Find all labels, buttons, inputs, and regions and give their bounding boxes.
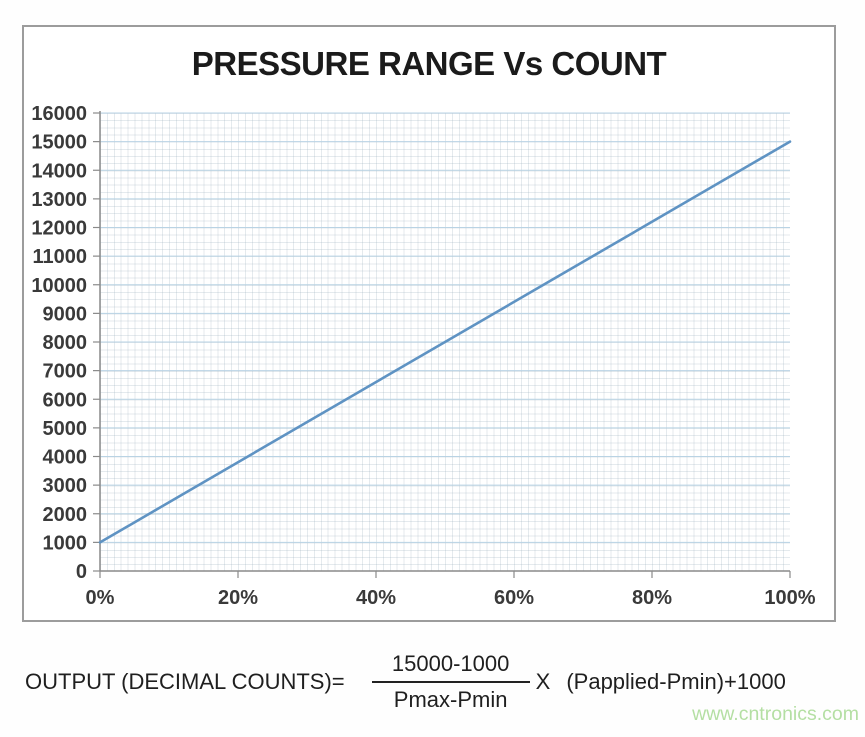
svg-text:11000: 11000: [32, 246, 87, 268]
formula-lhs: OUTPUT (DECIMAL COUNTS)=: [25, 669, 345, 694]
watermark: www.cntronics.com: [692, 703, 859, 725]
svg-text:14000: 14000: [31, 160, 87, 182]
svg-text:1000: 1000: [43, 532, 88, 554]
svg-text:15000: 15000: [31, 132, 87, 154]
formula-multiply-sign: X: [535, 669, 551, 694]
chart-title: PRESSURE RANGE Vs COUNT: [191, 45, 667, 82]
svg-text:12000: 12000: [31, 218, 87, 240]
svg-text:2000: 2000: [43, 504, 88, 526]
fraction-bar: [371, 681, 530, 683]
svg-text:100%: 100%: [764, 587, 815, 609]
svg-text:60%: 60%: [494, 587, 534, 609]
svg-text:8000: 8000: [43, 332, 88, 354]
svg-text:20%: 20%: [218, 587, 258, 609]
svg-text:4000: 4000: [43, 447, 88, 469]
plot-svg: 0 1000 2000 3000 4000 5000 6000 7000 8000 9000 100…: [31, 103, 815, 609]
svg-text:0: 0: [76, 561, 87, 583]
formula: OUTPUT (DECIMAL COUNTS)= 15000-1000 Pmax…: [25, 640, 855, 724]
svg-text:3000: 3000: [43, 475, 88, 497]
svg-text:40%: 40%: [356, 587, 396, 609]
svg-text:9000: 9000: [43, 303, 88, 325]
svg-text:5000: 5000: [43, 418, 88, 440]
chart-frame: PRESSURE RANGE Vs COUNT 0 1000 2000 3000 400…: [22, 25, 836, 622]
formula-numerator: 15000-1000: [391, 651, 510, 676]
svg-text:13000: 13000: [31, 189, 87, 211]
svg-text:80%: 80%: [632, 587, 672, 609]
svg-text:6000: 6000: [43, 389, 88, 411]
svg-text:16000: 16000: [31, 103, 87, 125]
svg-text:10000: 10000: [31, 275, 87, 297]
formula-rhs: (Papplied-Pmin)+1000: [566, 669, 786, 694]
formula-fraction: 15000-1000 Pmax-Pmin: [371, 651, 530, 713]
formula-denominator: Pmax-Pmin: [393, 687, 508, 712]
svg-text:7000: 7000: [43, 361, 88, 383]
svg-text:0%: 0%: [86, 587, 115, 609]
